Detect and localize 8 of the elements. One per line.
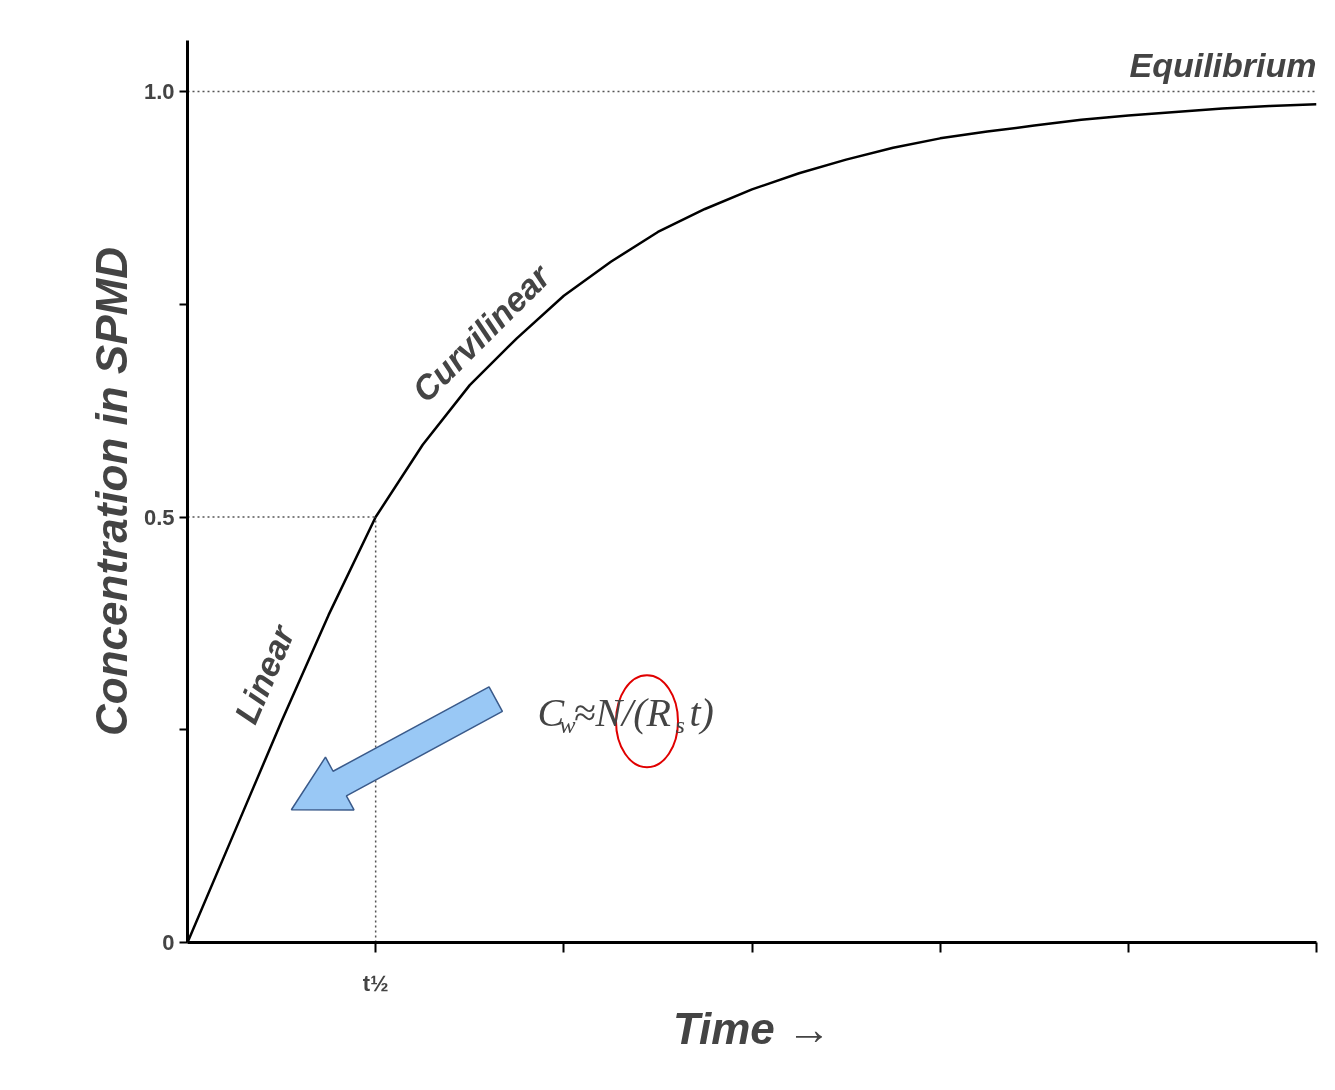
x-tick-label: t½ — [362, 970, 389, 996]
ref-line-label: Equilibrium — [1129, 45, 1317, 84]
x-axis-title: Time → — [672, 1003, 832, 1053]
y-tick-label: 0 — [162, 930, 175, 955]
y-axis-title: Concentration in SPMD — [86, 247, 136, 736]
y-tick-label: 0.5 — [143, 504, 175, 530]
y-tick-label: 1.0 — [143, 79, 175, 105]
annotation: Linear — [226, 618, 303, 729]
